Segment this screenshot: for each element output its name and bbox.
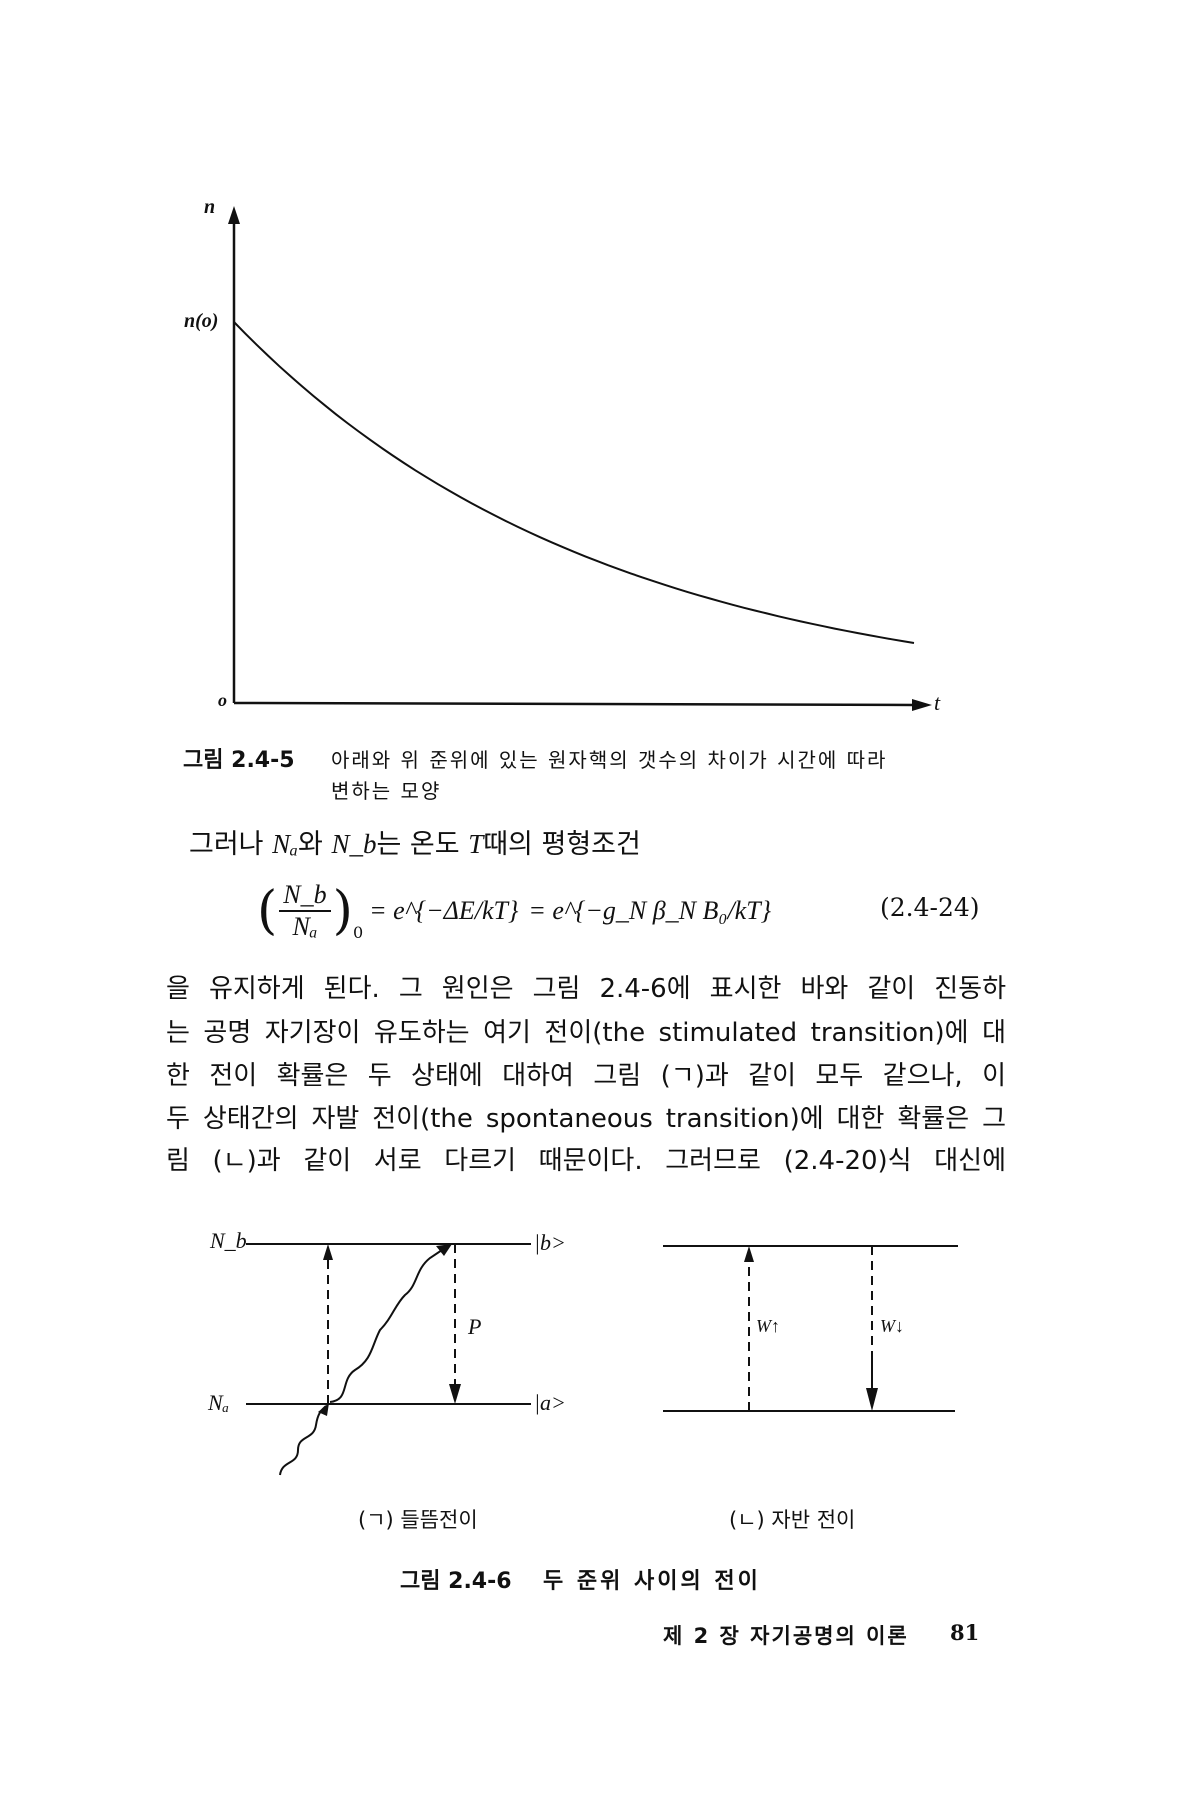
upper-state-label: |b> (534, 1230, 566, 1255)
equation-subscript: 0 (352, 923, 364, 942)
subcaption-stimulated: (ㄱ) 들뜸전이 (358, 1508, 478, 1532)
intro-text: 그러나 (189, 829, 264, 860)
subcaption-spontaneous: (ㄴ) 자반 전이 (729, 1508, 856, 1532)
equation-rhs-2: = e^{−g_N β_N B₀/kT} (528, 896, 772, 925)
arrow-head-up (323, 1244, 333, 1260)
transition-probability-label: P (468, 1314, 482, 1339)
equation-2-4-24: ( N_b Nₐ ) 0 = e^{−ΔE/kT} = e^{−g_N β_N … (257, 880, 772, 942)
symbol-na: Nₐ (272, 829, 299, 859)
figure-caption-number: 그림 2.4-6 (400, 1569, 512, 1594)
figure-caption-text: 아래와 위 준위에 있는 원자핵의 갯수의 차이가 시간에 따라 (331, 748, 888, 772)
arrow-head-down (866, 1388, 878, 1411)
intro-text: 때의 평형조건 (483, 829, 641, 860)
figure-caption-number: 그림 2.4-5 (183, 748, 295, 773)
decay-curve (233, 321, 915, 644)
photon-wavy-line (329, 1245, 449, 1403)
incoming-photon-wavy-line (279, 1405, 327, 1476)
equation-number: (2.4-24) (880, 893, 980, 922)
paragraph-line: 한 전이 확률은 두 상태에 대하여 그림 (ㄱ)과 같이 모두 같으나, 이 (166, 1061, 1006, 1091)
photon-arrow-head (436, 1244, 452, 1256)
incoming-photon-arrow-head (318, 1403, 329, 1416)
origin-label: o (218, 690, 227, 710)
paragraph-line: 림 (ㄴ)과 같이 서로 다르기 때문이다. 그러므로 (2.4-20)식 대신… (166, 1146, 1006, 1176)
figure-decay-curve (228, 206, 932, 711)
arrow-head-down (449, 1384, 461, 1404)
w-up-label: W↑ (756, 1316, 780, 1336)
paragraph-line: 는 공명 자기장이 유도하는 여기 전이(the stimulated tran… (166, 1018, 1006, 1048)
intro-line: 그러나 Nₐ와 N_b는 온도 T때의 평형조건 (189, 822, 641, 861)
symbol-t: T (468, 829, 484, 859)
lower-state-label: |a> (534, 1390, 566, 1415)
intro-text: 는 온도 (376, 829, 460, 860)
figure-caption-text: 두 준위 사이의 전이 (543, 1569, 761, 1594)
x-axis-label: t (934, 690, 941, 715)
paragraph-line: 을 유지하게 된다. 그 원인은 그림 2.4-6에 표시한 바와 같이 진동하 (166, 974, 1006, 1004)
equation-denominator: Nₐ (292, 912, 318, 941)
intro-text: 와 (298, 829, 323, 860)
lower-level-label: Nₐ (208, 1390, 230, 1415)
y-axis-label: n (204, 196, 216, 218)
symbol-nb: N_b (331, 829, 377, 859)
y-axis-arrow (228, 206, 240, 224)
paragraph-line: 두 상태간의 자발 전이(the spontaneous transition)… (166, 1104, 1006, 1134)
y-intercept-label: n(o) (184, 310, 219, 332)
w-down-label: W↓ (880, 1316, 904, 1336)
upper-level-label: N_b (210, 1228, 247, 1253)
running-footer-chapter: 제 2 장 자기공명의 이론 (663, 1624, 909, 1648)
figure-caption-text-2: 변하는 모양 (331, 779, 442, 803)
equation-numerator: N_b (279, 880, 331, 912)
equation-rhs-1: = e^{−ΔE/kT} (369, 896, 519, 925)
page-number: 81 (950, 1620, 980, 1645)
x-axis-arrow (912, 699, 932, 711)
x-axis (233, 701, 916, 707)
arrow-head-up (744, 1246, 754, 1262)
